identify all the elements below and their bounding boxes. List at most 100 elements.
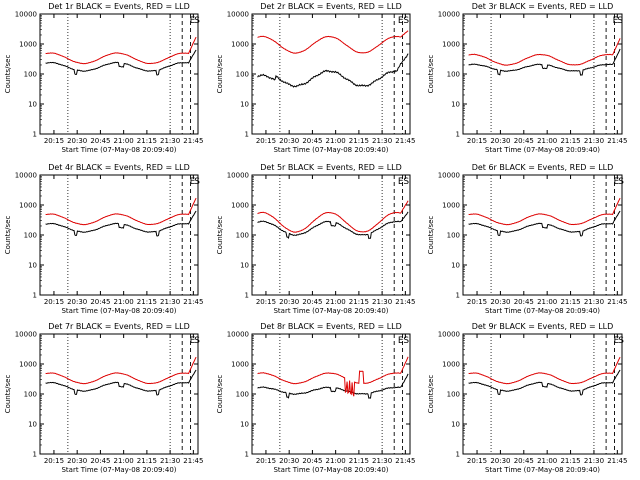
x-tick-label: 21:15 (349, 137, 369, 145)
x-tick-label: 21:15 (560, 298, 580, 306)
plot-frame (39, 333, 199, 455)
y-tick-label: 1 (456, 131, 460, 139)
x-tick-label: 21:45 (183, 457, 203, 465)
x-tick-label: 20:45 (90, 298, 110, 306)
annotation-s: S (403, 336, 409, 346)
series-lld (45, 36, 197, 65)
x-tick-label: 20:45 (514, 298, 534, 306)
panel-det-2: Det 2r BLACK = Events, RED = LLD 1 10 100 10… (216, 2, 415, 154)
x-tick-label: 21:45 (607, 298, 627, 306)
annotation-s: S (618, 177, 624, 187)
y-tick-label: 1000 (231, 361, 249, 369)
x-axis-label: Start Time (07-May-08 20:09:40) (61, 146, 176, 154)
annotation-s: S (618, 336, 624, 346)
y-axis-label: Counts/sec (216, 55, 224, 94)
panel-title: Det 3r BLACK = Events, RED = LLD (472, 2, 614, 11)
annotation-e: E (614, 336, 620, 346)
y-tick-label: 1 (33, 131, 37, 139)
series-lld (257, 30, 409, 54)
x-tick-label: 21:00 (114, 137, 134, 145)
plot-frame (251, 174, 411, 296)
x-tick-label: 20:15 (256, 298, 276, 306)
y-tick-label: 10 (240, 101, 249, 109)
y-tick-label: 1000 (442, 41, 460, 49)
y-axis-label: Counts/sec (427, 216, 435, 255)
series-events (468, 210, 621, 237)
x-axis-label: Start Time (07-May-08 20:09:40) (273, 146, 388, 154)
x-tick-label: 21:15 (137, 137, 157, 145)
panel-det-9: Det 9r BLACK = Events, RED = LLD 1 10 100 10… (427, 322, 627, 474)
y-tick-label: 10 (28, 101, 37, 109)
x-tick-label: 21:30 (584, 298, 604, 306)
y-tick-label: 100 (24, 391, 37, 399)
x-tick-label: 20:45 (90, 137, 110, 145)
panel-title: Det 4r BLACK = Events, RED = LLD (48, 163, 190, 172)
y-tick-label: 1 (33, 451, 37, 459)
series-events (45, 369, 197, 396)
series-lld (468, 38, 621, 66)
series-events (45, 210, 197, 237)
x-tick-label: 21:00 (537, 457, 557, 465)
y-tick-label: 1 (245, 292, 249, 300)
y-tick-label: 1000 (231, 41, 249, 49)
x-axis-label: Start Time (07-May-08 20:09:40) (61, 307, 176, 315)
panel-title: Det 9r BLACK = Events, RED = LLD (472, 322, 614, 331)
series-events (468, 48, 621, 76)
series-lld (468, 197, 621, 226)
y-tick-label: 1 (33, 292, 37, 300)
y-tick-label: 1 (456, 451, 460, 459)
annotation-e: E (398, 16, 404, 26)
x-tick-label: 20:45 (302, 137, 322, 145)
annotation-s: S (403, 177, 409, 187)
panel-title: Det 8r BLACK = Events, RED = LLD (260, 322, 402, 331)
x-tick-label: 21:00 (537, 298, 557, 306)
x-tick-label: 21:15 (349, 457, 369, 465)
x-tick-label: 20:15 (256, 137, 276, 145)
annotation-s: S (194, 16, 200, 26)
x-tick-label: 21:45 (183, 137, 203, 145)
x-tick-label: 21:30 (372, 137, 392, 145)
panel-title: Det 7r BLACK = Events, RED = LLD (48, 322, 190, 331)
series-lld (45, 356, 197, 385)
x-tick-label: 21:45 (183, 298, 203, 306)
y-axis-label: Counts/sec (427, 55, 435, 94)
y-tick-label: 100 (236, 391, 249, 399)
x-tick-label: 20:15 (44, 137, 64, 145)
y-tick-label: 1000 (442, 361, 460, 369)
panel-det-7: Det 7r BLACK = Events, RED = LLD 1 10 100 10… (4, 322, 203, 474)
x-tick-label: 20:15 (467, 298, 487, 306)
x-tick-label: 20:45 (302, 457, 322, 465)
annotation-s: S (617, 16, 623, 26)
x-tick-label: 21:00 (114, 298, 134, 306)
series-lld (257, 356, 409, 397)
x-tick-label: 21:00 (326, 298, 346, 306)
y-tick-label: 1 (456, 292, 460, 300)
annotation-e: E (190, 16, 196, 26)
panel-det-5: Det 5r BLACK = Events, RED = LLD 1 10 100 10… (216, 163, 415, 315)
x-tick-label: 21:45 (395, 137, 415, 145)
y-tick-label: 10000 (438, 331, 460, 339)
x-tick-label: 21:15 (137, 457, 157, 465)
panel-det-4: Det 4r BLACK = Events, RED = LLD 1 10 100 10… (4, 163, 203, 315)
y-axis-label: Counts/sec (4, 55, 12, 94)
x-tick-label: 20:45 (514, 137, 534, 145)
plot-frame (251, 13, 411, 135)
y-axis-label: Counts/sec (4, 216, 12, 255)
x-tick-label: 21:00 (114, 457, 134, 465)
plot-frame (462, 174, 623, 296)
y-tick-label: 10000 (15, 172, 37, 180)
annotation-e: E (190, 177, 196, 187)
x-tick-label: 21:45 (607, 137, 627, 145)
annotation-s: S (194, 336, 200, 346)
series-lld (468, 356, 621, 385)
x-tick-label: 21:45 (395, 457, 415, 465)
y-tick-label: 10 (240, 262, 249, 270)
series-events (468, 369, 621, 396)
x-axis-label: Start Time (07-May-08 20:09:40) (273, 466, 388, 474)
x-tick-label: 20:15 (44, 457, 64, 465)
x-axis-label: Start Time (07-May-08 20:09:40) (485, 146, 600, 154)
y-axis-label: Counts/sec (216, 375, 224, 414)
plot-frame (39, 174, 199, 296)
panel-det-3: Det 3r BLACK = Events, RED = LLD 1 10 100 10… (427, 2, 627, 154)
x-tick-label: 20:30 (279, 137, 299, 145)
